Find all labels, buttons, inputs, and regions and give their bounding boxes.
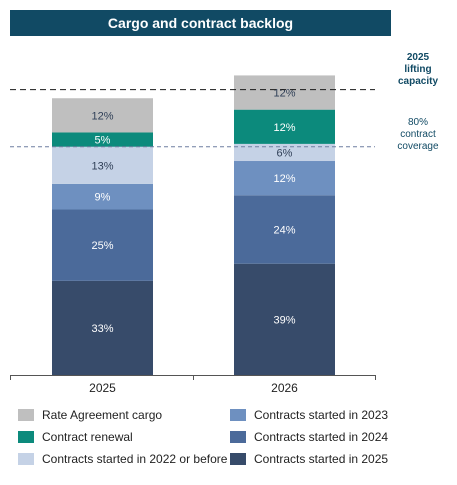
legend-swatch <box>230 431 246 443</box>
data-label-2025-3: 13% <box>91 160 113 172</box>
legend-swatch <box>230 409 246 421</box>
bar-segment-2025-1 <box>52 209 153 281</box>
x-tick-label-2026: 2026 <box>271 381 298 395</box>
bar-segment-2025-4 <box>52 132 153 147</box>
bar-segment-2025-0 <box>52 280 153 375</box>
data-label-2025-4: 5% <box>95 135 111 147</box>
data-label-2026-5: 12% <box>273 88 295 100</box>
reference-line-label-line: 2025 <box>407 52 430 63</box>
legend-item: Contracts started in 2022 or before <box>18 452 227 466</box>
reference-line-label-line: contract <box>400 129 436 140</box>
data-label-2025-5: 12% <box>91 110 113 122</box>
data-label-2026-4: 12% <box>273 122 295 134</box>
x-tick-label-2025: 2025 <box>89 381 116 395</box>
legend-swatch <box>230 453 246 465</box>
bar-segment-2025-2 <box>52 183 153 210</box>
bar-segment-2026-5 <box>234 75 335 110</box>
stacked-bar-chart: 33% 25% 9% 13% 5% 12% 2025 39% 24% 12% 6% 12% 12% 202… <box>10 52 439 395</box>
legend-label: Contracts started in 2023 <box>254 408 389 422</box>
bar-segment-2026-2 <box>234 161 335 196</box>
legend-swatch <box>18 453 34 465</box>
bar-segment-2026-0 <box>234 263 335 375</box>
legend-item: Contracts started in 2024 <box>230 430 388 444</box>
chart-legend: Rate Agreement cargo Contract renewal Cont… <box>18 405 438 475</box>
bar-segment-2025-5 <box>52 98 153 133</box>
legend-item: Contracts started in 2023 <box>230 408 388 422</box>
legend-label: Contracts started in 2025 <box>254 452 389 466</box>
reference-line-label-0: 2025 lifting capacity <box>398 52 438 87</box>
legend-item: Rate Agreement cargo <box>18 408 162 422</box>
bar-segment-2025-3 <box>52 146 153 184</box>
data-label-2026-2: 12% <box>273 173 295 185</box>
bar-segment-2026-4 <box>234 109 335 144</box>
data-label-2025-2: 9% <box>95 192 111 204</box>
reference-line-label-1: 80% contract coverage <box>397 117 439 152</box>
data-label-2025-0: 33% <box>91 323 113 335</box>
bar-segment-2026-3 <box>234 143 335 162</box>
chart-title: Cargo and contract backlog <box>10 10 391 36</box>
reference-line-label-line: coverage <box>397 141 439 152</box>
reference-line-label-line: lifting <box>404 64 431 75</box>
data-label-2026-3: 6% <box>277 147 293 159</box>
reference-line-label-line: capacity <box>398 76 438 87</box>
legend-swatch <box>18 409 34 421</box>
reference-line-label-line: 80% <box>408 117 428 128</box>
legend-item: Contract renewal <box>18 430 133 444</box>
legend-label: Rate Agreement cargo <box>42 408 163 422</box>
legend-label: Contracts started in 2024 <box>254 430 389 444</box>
legend-swatch <box>18 431 34 443</box>
data-label-2025-1: 25% <box>91 240 113 252</box>
legend-label: Contracts started in 2022 or before <box>42 452 228 466</box>
bar-segment-2026-1 <box>234 195 335 264</box>
legend-item: Contracts started in 2025 <box>230 452 388 466</box>
data-label-2026-1: 24% <box>273 224 295 236</box>
data-label-2026-0: 39% <box>273 314 295 326</box>
legend-label: Contract renewal <box>42 430 133 444</box>
